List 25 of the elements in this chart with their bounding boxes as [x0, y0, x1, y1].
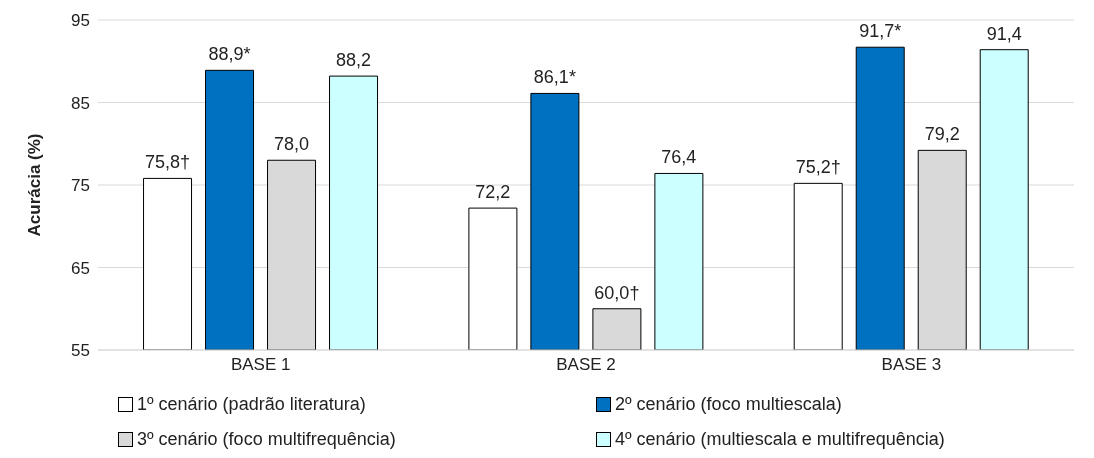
legend-label: 3º cenário (foco multifrequência) [137, 429, 396, 450]
y-axis-title: Acurácia (%) [25, 133, 45, 237]
data-label: 60,0† [594, 282, 640, 303]
data-label: 76,4 [661, 147, 697, 168]
x-tick-label: BASE 3 [881, 355, 942, 375]
legend-label: 1º cenário (padrão literatura) [137, 394, 366, 415]
y-tick-label: 75 [71, 176, 90, 196]
x-tick-label: BASE 1 [230, 355, 291, 375]
y-tick-label: 85 [71, 93, 90, 113]
y-tick-label: 65 [71, 258, 90, 278]
y-tick-label: 95 [71, 11, 90, 31]
data-label: 86,1* [533, 67, 576, 88]
data-label: 75,2† [795, 157, 841, 178]
legend-label: 2º cenário (foco multiescala) [615, 394, 842, 415]
x-tick-label: BASE 2 [556, 355, 616, 375]
data-label: 78,0 [274, 134, 310, 155]
data-label: 88,2 [336, 50, 372, 71]
y-tick-label: 55 [71, 341, 90, 361]
data-label: 79,2 [924, 124, 960, 145]
data-label: 72,2 [475, 182, 511, 203]
data-label: 75,8† [145, 152, 191, 173]
data-label: 88,9* [208, 44, 251, 65]
data-label: 91,4 [986, 23, 1022, 44]
data-label: 91,7* [859, 21, 902, 42]
legend-label: 4º cenário (multiescala e multifrequência) [615, 429, 945, 450]
